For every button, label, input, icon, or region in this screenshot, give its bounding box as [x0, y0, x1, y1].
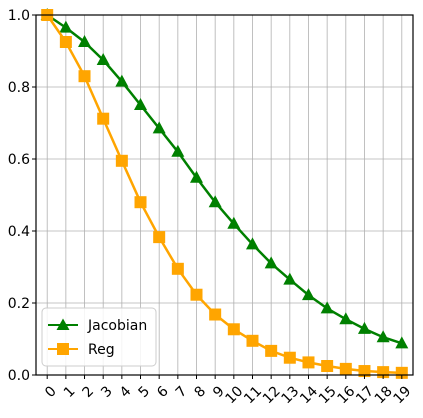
point-jacobian [171, 144, 185, 157]
legend-marker-reg [57, 343, 69, 355]
point-reg [78, 70, 91, 83]
point-reg [209, 308, 222, 321]
point-jacobian [208, 195, 222, 208]
point-reg [171, 262, 184, 275]
point-reg [283, 351, 296, 364]
x-tick-label: 7 [173, 383, 191, 401]
point-reg [190, 288, 203, 301]
x-tick-label: 8 [191, 383, 209, 401]
point-reg [339, 362, 352, 375]
point-jacobian [152, 121, 166, 134]
y-tick-label: 0.4 [8, 224, 30, 240]
y-axis-ticks: 0.0 0.2 0.4 0.6 0.8 1.0 [8, 8, 36, 384]
y-tick-label: 0.2 [8, 296, 30, 312]
point-reg [115, 154, 128, 167]
point-jacobian [96, 53, 110, 65]
x-tick-label: 1 [61, 383, 79, 401]
point-reg [395, 366, 408, 379]
legend-label-reg: Reg [88, 342, 115, 358]
y-tick-label: 0.8 [8, 80, 30, 96]
point-reg [246, 334, 259, 347]
x-tick-label: 2 [80, 383, 98, 401]
point-reg [302, 356, 315, 369]
point-jacobian [134, 98, 148, 110]
point-reg [321, 360, 334, 372]
y-tick-label: 0.0 [8, 368, 30, 384]
point-jacobian [115, 74, 129, 87]
x-tick-label: 6 [154, 383, 172, 401]
plot-frame [35, 14, 414, 376]
point-reg [227, 323, 240, 336]
point-jacobian [227, 216, 241, 229]
x-tick-label: 4 [117, 383, 135, 401]
legend: Jacobian Reg [41, 307, 157, 367]
y-tick-label: 1.0 [8, 8, 30, 24]
point-jacobian [190, 170, 204, 183]
point-reg [134, 196, 147, 209]
point-reg [97, 112, 110, 125]
x-tick-label: 19 [390, 383, 414, 407]
point-jacobian [283, 272, 297, 285]
point-reg [265, 344, 278, 357]
point-reg [358, 365, 371, 378]
point-jacobian [376, 330, 390, 343]
x-tick-label: 0 [42, 383, 60, 401]
point-jacobian [357, 321, 371, 334]
point-jacobian [59, 20, 73, 33]
grid [36, 14, 413, 376]
legend-label-jacobian: Jacobian [87, 318, 147, 334]
y-tick-label: 0.6 [8, 152, 30, 168]
point-jacobian [395, 336, 409, 349]
series-layer [40, 8, 409, 379]
point-jacobian [264, 256, 278, 269]
point-reg [153, 231, 166, 244]
point-reg [59, 36, 72, 48]
x-tick-label: 5 [136, 383, 154, 401]
point-jacobian [339, 312, 353, 325]
legend-box [41, 307, 157, 367]
legend-marker-jacobian [56, 318, 70, 330]
point-jacobian [301, 288, 315, 301]
x-tick-label: 3 [98, 383, 116, 401]
point-jacobian [245, 237, 259, 250]
point-jacobian [320, 301, 334, 314]
point-jacobian [78, 35, 92, 47]
